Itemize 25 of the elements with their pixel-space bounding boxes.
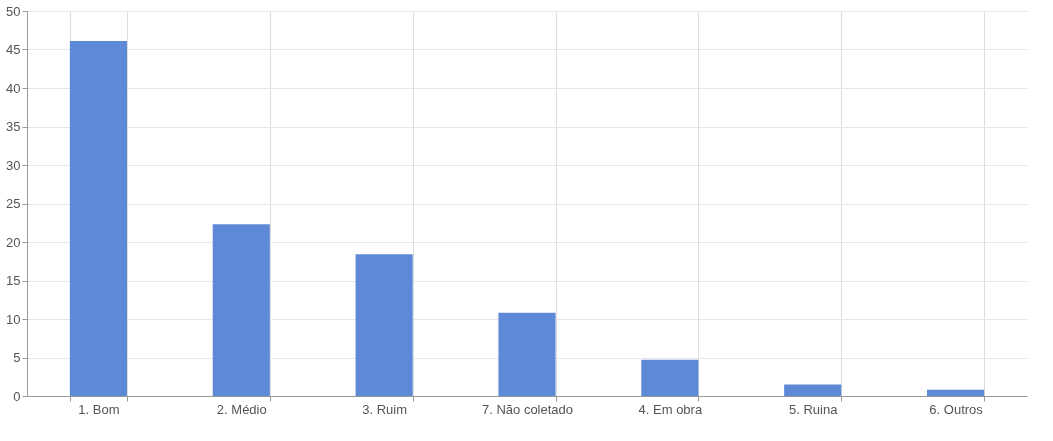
x-tick-label: 3. Ruim (362, 401, 408, 417)
bar (69, 41, 127, 396)
y-tick-label: 20 (6, 234, 21, 250)
x-tick-label: 4. Em obra (638, 401, 703, 417)
y-tick-label: 35 (6, 119, 21, 134)
y-tick-label: 0 (13, 388, 21, 404)
x-tick-label: 2. Médio (216, 401, 267, 417)
y-tick-label: 40 (6, 80, 21, 96)
y-tick-label: 30 (6, 157, 21, 173)
bar (927, 389, 985, 396)
y-tick-label: 50 (6, 3, 21, 19)
bar (784, 384, 842, 396)
x-tick-label: 7. Não coletado (481, 401, 574, 417)
y-tick-label: 45 (6, 42, 21, 57)
x-tick-label: 6. Outros (929, 401, 984, 417)
bar (355, 254, 413, 396)
bar (498, 312, 556, 396)
x-tick-label: 1. Bom (78, 401, 120, 417)
y-tick-label: 5 (13, 350, 21, 365)
y-tick-label: 10 (6, 311, 21, 327)
y-tick-label: 15 (6, 273, 21, 288)
y-tick-label: 25 (6, 196, 21, 211)
x-tick-label: 5. Ruina (789, 401, 839, 417)
bar (212, 224, 270, 396)
bar (641, 359, 699, 396)
